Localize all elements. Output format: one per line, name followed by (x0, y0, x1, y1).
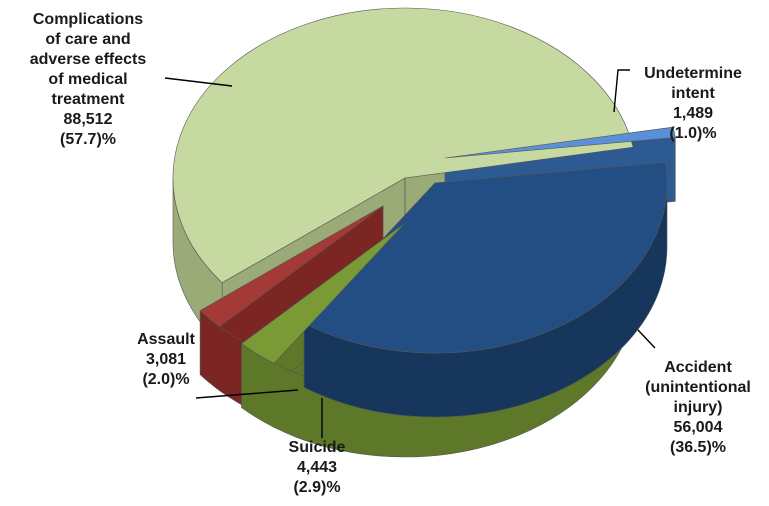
label-assault: Assault 3,081 (2.0)% (124, 330, 208, 390)
label-accident-line3: injury) (673, 399, 723, 416)
label-complications-pct: (57.7)% (59, 131, 117, 148)
leader-line-complications (164, 77, 233, 87)
label-accident-pct: (36.5)% (669, 439, 727, 456)
label-complications: Complications of care and adverse effect… (8, 10, 168, 150)
label-undetermined-line1: Undetermine (644, 65, 742, 82)
label-undetermined-value: 1,489 (672, 105, 714, 122)
label-suicide: Suicide 4,443 (2.9)% (272, 438, 362, 498)
label-complications-value: 88,512 (63, 111, 113, 128)
label-suicide-value: 4,443 (296, 459, 338, 476)
label-assault-value: 3,081 (145, 351, 187, 368)
label-complications-line3: adverse effects (29, 51, 147, 68)
leader-lines (164, 69, 656, 438)
leader-line-assault (195, 389, 299, 399)
label-assault-pct: (2.0)% (142, 371, 190, 388)
label-accident-line2: (unintentional (645, 379, 751, 396)
label-undetermined: Undetermine intent 1,489 (1.0)% (630, 64, 756, 144)
label-complications-line1: Complications (32, 11, 144, 28)
label-suicide-pct: (2.9)% (293, 479, 341, 496)
slice-tops (172, 7, 676, 364)
label-assault-line1: Assault (137, 331, 195, 348)
leader-line-undetermined (613, 69, 630, 113)
slice-suicide (241, 222, 406, 364)
slice-complications (172, 7, 634, 284)
label-complications-line5: treatment (51, 91, 125, 108)
label-suicide-line1: Suicide (288, 439, 346, 456)
slice-accident (303, 162, 668, 354)
slice-assault (199, 205, 384, 328)
label-undetermined-line2: intent (671, 85, 715, 102)
label-accident-line1: Accident (664, 359, 732, 376)
label-complications-line2: of care and (45, 31, 131, 48)
leader-line-accident (637, 329, 656, 349)
label-complications-line4: of medical (48, 71, 128, 88)
label-accident-value: 56,004 (673, 419, 723, 436)
slice-undetermined (444, 126, 676, 159)
label-accident: Accident (unintentional injury) 56,004 (… (630, 358, 766, 458)
label-undetermined-pct: (1.0)% (669, 125, 717, 142)
